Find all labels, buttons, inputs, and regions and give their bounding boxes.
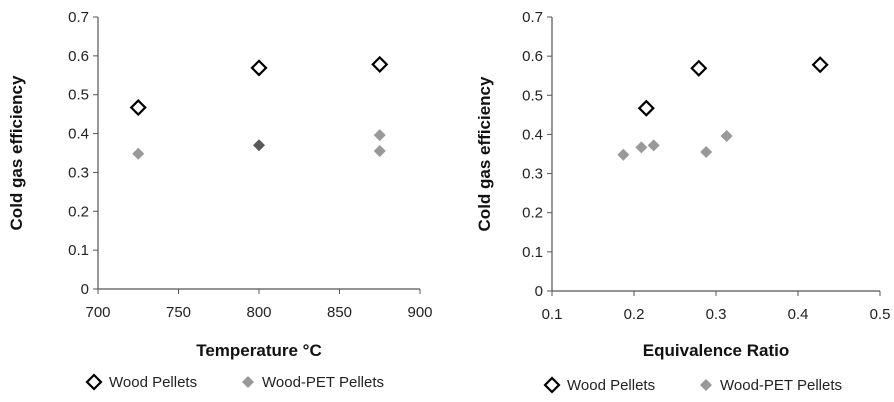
y-tick-label: 0.4: [68, 126, 89, 143]
data-point: [129, 98, 147, 117]
data-point: [132, 147, 145, 160]
x-tick-label: 0.1: [542, 306, 563, 323]
x-tick-label: 750: [166, 304, 191, 321]
y-tick-label: 0.3: [522, 166, 543, 183]
y-tick-label: 0.6: [522, 48, 543, 65]
data-point: [690, 59, 708, 77]
y-tick-label: 0.2: [522, 205, 543, 222]
legend-label: Wood-PET Pellets: [262, 374, 384, 391]
legend-marker: [700, 379, 712, 391]
x-tick-label: 700: [85, 304, 110, 321]
legend-marker: [85, 373, 103, 391]
y-tick-label: 0.7: [522, 9, 543, 26]
data-point: [720, 129, 733, 142]
y-tick-label: 0.6: [68, 48, 89, 65]
x-axis-title: Temperature °C: [196, 341, 322, 360]
chart-panel-temperature: 0 0.1 0.2 0.3 0.4 0.5 0.6 0.7 700 750 800 850 900 Tem…: [7, 9, 433, 391]
x-axis-title: Equivalence Ratio: [643, 341, 789, 360]
data-point: [373, 129, 386, 142]
data-point: [700, 146, 713, 159]
legend-label: Wood Pellets: [109, 374, 197, 391]
y-tick-label: 0.7: [68, 9, 89, 26]
data-point: [373, 145, 386, 158]
chart-panel-equivalence-ratio: 0 0.1 0.2 0.3 0.4 0.5 0.6 0.7 0.1 0.2 0.3 0.4 0.5 Equ…: [475, 9, 890, 394]
legend-marker: [543, 376, 561, 394]
data-point: [811, 56, 829, 74]
x-tick-label: 0.3: [706, 306, 727, 323]
legend-label: Wood-PET Pellets: [720, 377, 842, 394]
y-tick-label: 0.2: [68, 203, 89, 220]
y-tick-label: 0.5: [522, 87, 543, 104]
y-tick-label: 0: [535, 283, 543, 300]
x-tick-label: 850: [327, 304, 352, 321]
data-point: [635, 141, 648, 154]
y-tick-label: 0.3: [68, 164, 89, 181]
data-point: [637, 99, 655, 117]
y-tick-label: 0.1: [68, 242, 89, 259]
y-tick-label: 0: [81, 281, 89, 298]
legend-marker: [242, 376, 254, 388]
y-tick-label: 0.4: [522, 126, 543, 143]
data-point: [647, 139, 660, 152]
x-tick-label: 800: [246, 304, 271, 321]
x-tick-label: 0.2: [624, 306, 645, 323]
legend-label: Wood Pellets: [567, 377, 655, 394]
y-tick-label: 0.5: [68, 87, 89, 104]
y-axis-title: Cold gas efficiency: [7, 75, 26, 230]
y-axis-title: Cold gas efficiency: [475, 76, 494, 231]
data-point: [253, 139, 265, 152]
x-tick-label: 0.4: [788, 306, 809, 323]
y-tick-label: 0.1: [522, 244, 543, 261]
data-point: [371, 55, 389, 73]
data-point: [250, 59, 268, 77]
x-tick-label: 0.5: [870, 306, 891, 323]
x-tick-label: 900: [407, 304, 432, 321]
data-point: [617, 148, 630, 161]
